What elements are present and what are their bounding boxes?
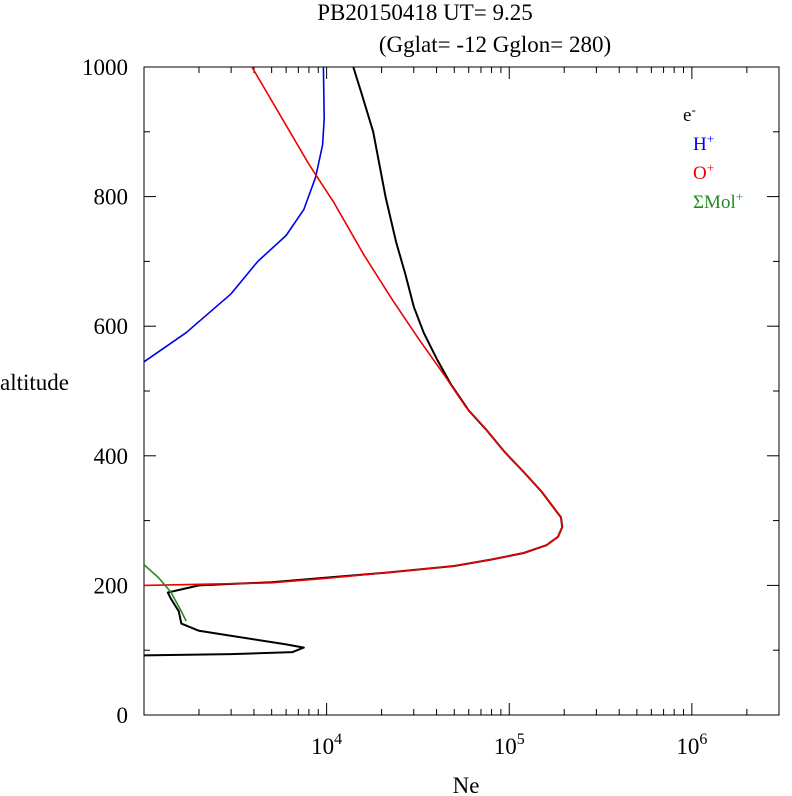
x-axis: 104 105 106 (143, 67, 780, 759)
plot-frame (143, 66, 780, 716)
x-tick-label: 106 (676, 731, 707, 759)
legend: e- H+ O+ ΣMol+ (683, 102, 743, 213)
y-tick-label: 0 (117, 703, 129, 728)
legend-entry-mol: ΣMol+ (693, 189, 743, 213)
series-line-e (143, 66, 564, 657)
series-line-mol (143, 564, 187, 622)
y-tick-label: 600 (94, 314, 129, 339)
x-tick-label: 104 (311, 731, 342, 759)
series-line-h (143, 66, 325, 363)
chart-title-line2: (Gglat= -12 Gglon= 280) (379, 32, 611, 57)
y-tick-label: 1000 (82, 55, 128, 80)
legend-entry-h: H+ (693, 131, 714, 155)
legend-entry-o: O+ (693, 160, 714, 184)
x-tick-label: 105 (494, 731, 525, 759)
y-tick-label: 200 (94, 573, 129, 598)
x-axis-label: Ne (453, 773, 480, 796)
y-tick-label: 400 (94, 444, 129, 469)
y-tick-label: 800 (94, 185, 129, 210)
series-lines (143, 66, 564, 657)
y-axis: 0 200 400 600 800 1000 (82, 55, 779, 728)
legend-entry-e: e- (683, 102, 696, 126)
series-line-o (143, 66, 563, 587)
y-axis-label: altitude (0, 370, 69, 395)
chart-title-line1: PB20150418 UT= 9.25 (317, 0, 533, 25)
